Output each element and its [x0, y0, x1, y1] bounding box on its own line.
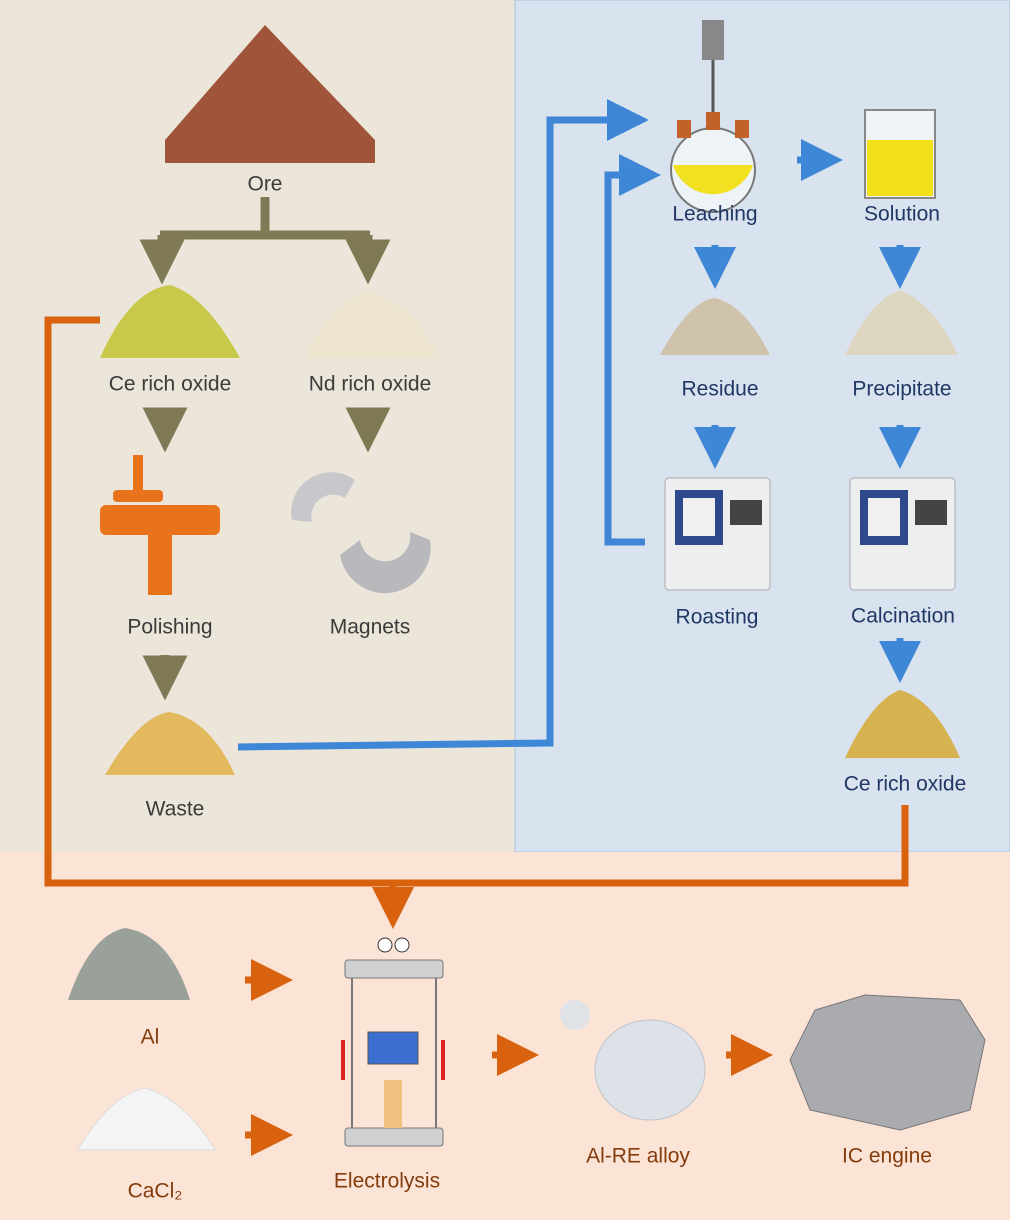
node-label: Residue — [681, 378, 758, 401]
node-label: Solution — [864, 203, 940, 226]
node-label: Waste — [146, 798, 205, 821]
orange-arrows — [44, 316, 909, 1156]
node-label: Polishing — [127, 616, 212, 639]
node-label: Al-RE alloy — [586, 1145, 690, 1168]
node-label: Precipitate — [852, 378, 951, 401]
node-label: Electrolysis — [334, 1170, 440, 1193]
blue-arrows — [237, 99, 921, 751]
node-label: Roasting — [676, 606, 759, 629]
node-label: IC engine — [842, 1145, 932, 1168]
node-label: Ore — [247, 173, 282, 196]
node-label: Ce rich oxide — [109, 373, 232, 396]
icons — [68, 20, 986, 1151]
olive-arrows — [139, 197, 391, 701]
node-label: Magnets — [330, 616, 411, 639]
node-label: Nd rich oxide — [309, 373, 432, 396]
node-label: Calcination — [851, 605, 955, 628]
node-label: Leaching — [672, 203, 757, 226]
node-label: CaCl₂ — [128, 1180, 183, 1203]
node-label: Ce rich oxide — [844, 773, 967, 796]
node-label: Al — [141, 1026, 160, 1049]
